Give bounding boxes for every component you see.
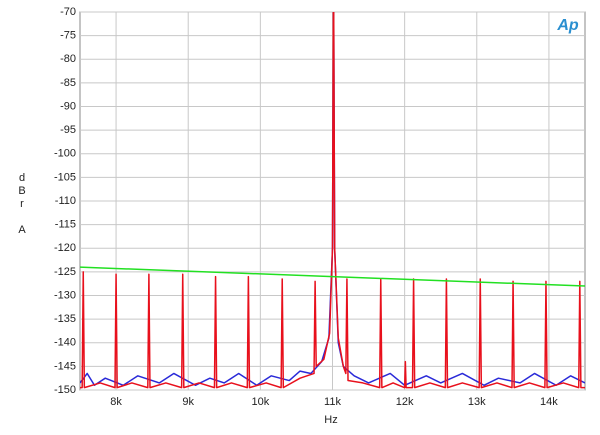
y-tick-label: -90 <box>60 100 76 112</box>
y-tick-label: -140 <box>54 337 76 349</box>
y-axis-label: A <box>18 224 26 236</box>
x-tick-label: 10k <box>251 396 269 408</box>
series-line <box>80 12 585 389</box>
x-axis-label: Hz <box>324 414 337 426</box>
y-tick-label: -115 <box>55 219 76 231</box>
y-tick-label: -120 <box>54 242 76 254</box>
y-tick-label: -145 <box>54 360 76 372</box>
x-tick-label: 9k <box>182 396 194 408</box>
y-tick-label: -85 <box>60 77 76 89</box>
x-tick-label: 14k <box>540 396 558 408</box>
y-tick-label: -95 <box>60 124 76 136</box>
y-tick-label: -100 <box>54 148 76 160</box>
x-tick-label: 12k <box>396 396 414 408</box>
x-tick-label: 8k <box>110 396 122 408</box>
x-tick-label: 13k <box>468 396 486 408</box>
y-axis-label: dBr <box>16 172 28 211</box>
y-tick-label: -110 <box>55 195 76 207</box>
y-tick-label: -135 <box>54 313 76 325</box>
y-tick-label: -80 <box>60 53 76 65</box>
series-line <box>80 266 585 287</box>
y-tick-label: -130 <box>54 289 76 301</box>
y-tick-label: -70 <box>60 6 76 18</box>
y-tick-label: -150 <box>54 384 76 396</box>
series-group <box>80 12 585 389</box>
y-tick-label: -105 <box>54 171 76 183</box>
logo: Ap <box>556 17 579 34</box>
x-tick-label: 11k <box>324 396 341 408</box>
y-tick-label: -75 <box>60 30 76 42</box>
y-tick-label: -125 <box>54 266 76 278</box>
